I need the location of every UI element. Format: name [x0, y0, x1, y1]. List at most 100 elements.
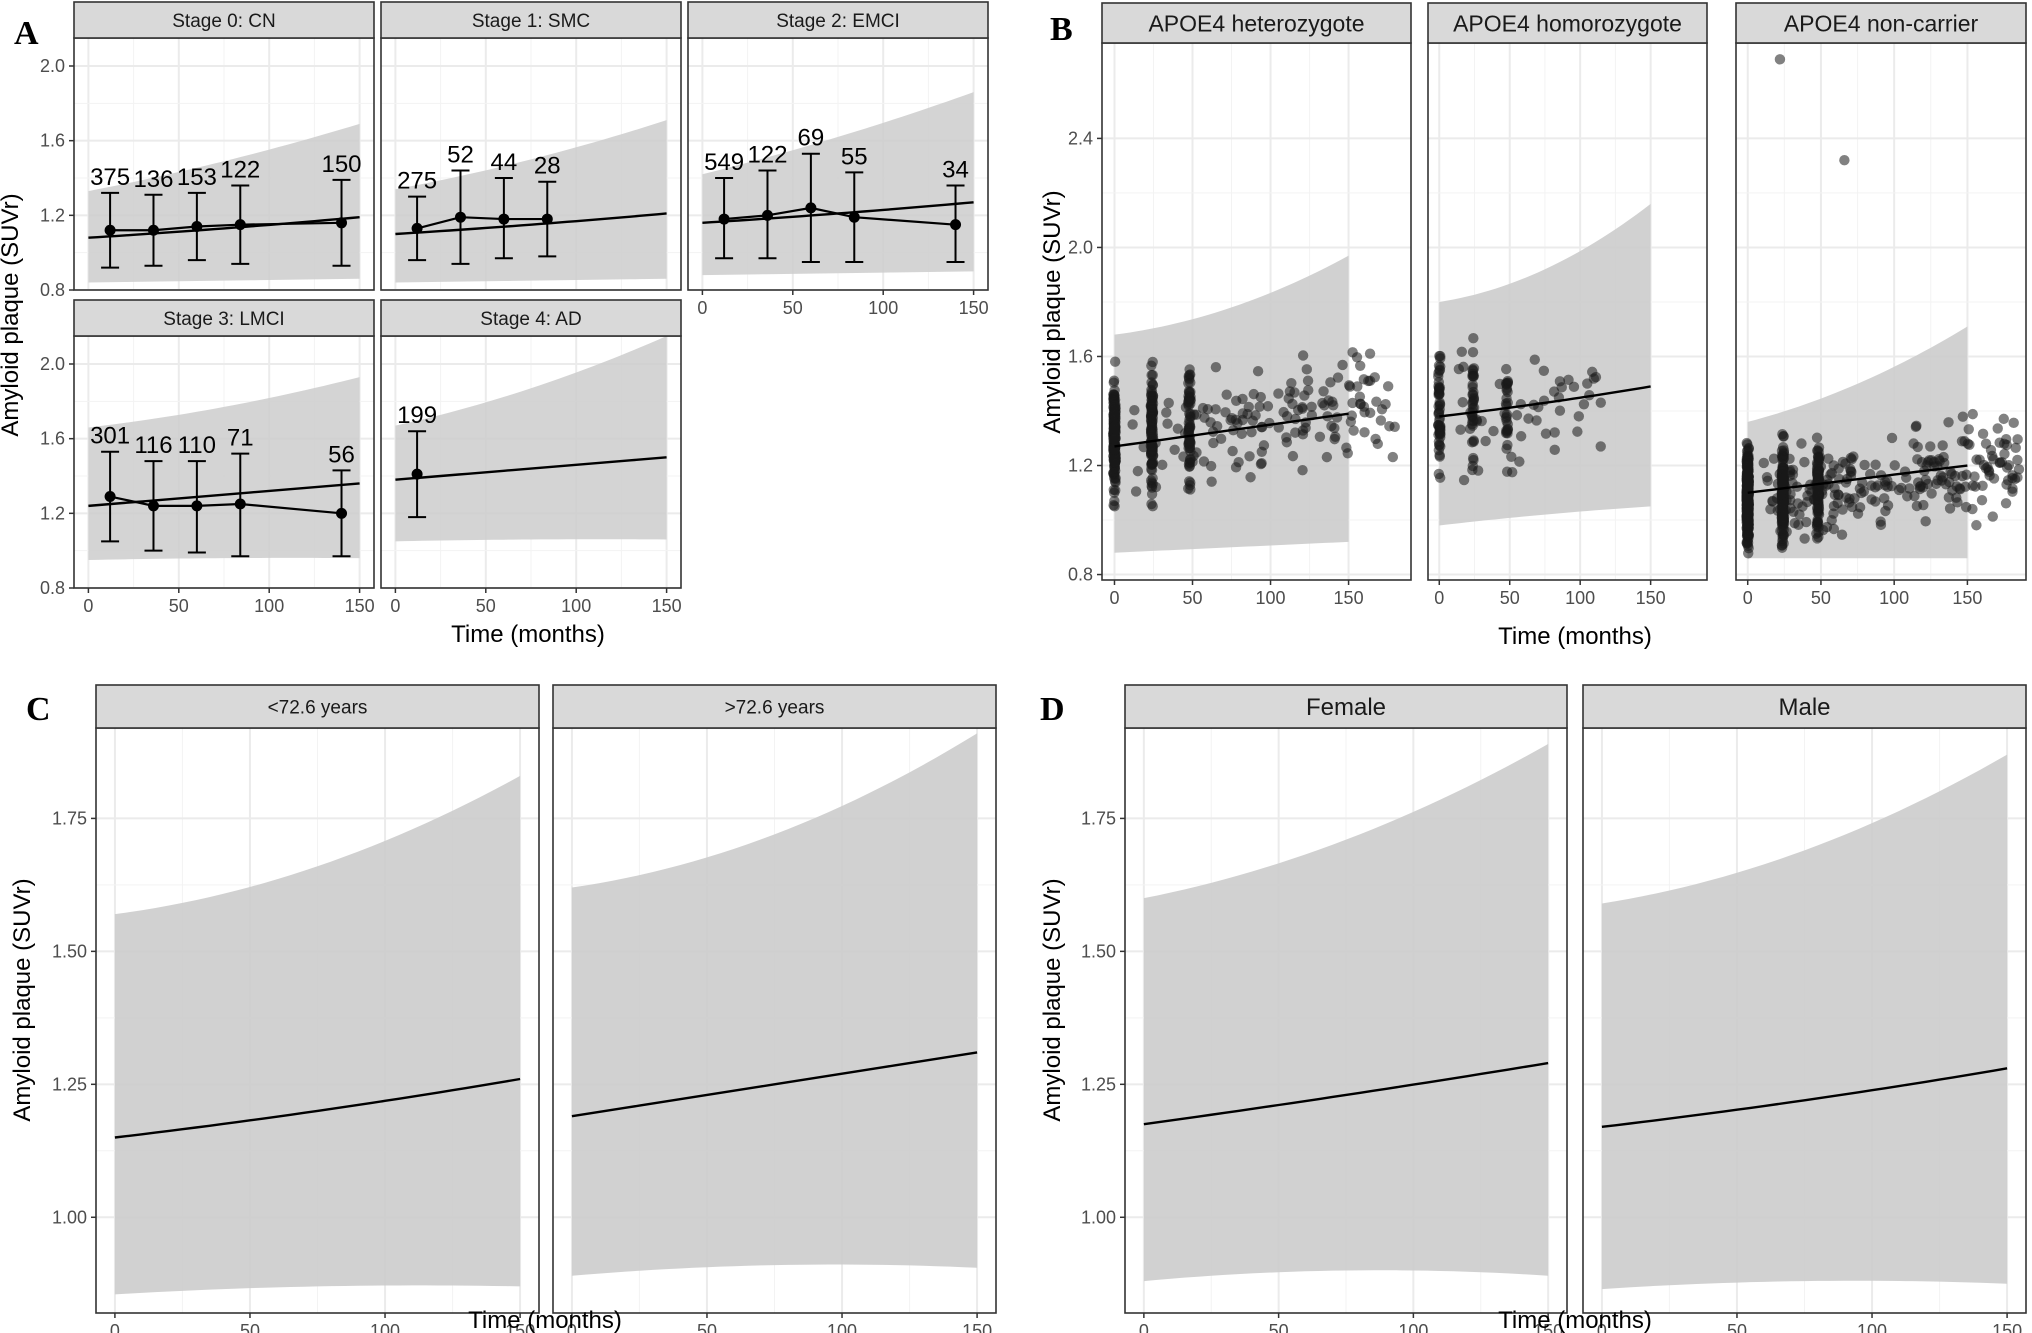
data-point — [1595, 441, 1606, 452]
facet-strip — [1101, 2, 1412, 44]
y-tick-label: 1.50 — [52, 941, 87, 961]
data-point — [1590, 371, 1602, 383]
data-point — [1184, 392, 1195, 404]
data-point — [1248, 388, 1259, 400]
data-point — [1983, 464, 1994, 476]
facet-a-0: 375 136 153 122 150 Stage 0: CN 0.8 1.2 1.6 2.0 — [40, 1, 375, 300]
count-label: 153 — [177, 164, 217, 191]
count-label: 375 — [90, 164, 130, 191]
data-point — [2000, 433, 2012, 445]
x-tick-label: 100 — [370, 1321, 400, 1333]
data-point — [1957, 470, 1968, 482]
data-point — [1799, 456, 1810, 468]
facet-title: Male — [1778, 694, 1830, 721]
data-point — [1210, 361, 1222, 373]
data-point — [1768, 453, 1780, 464]
observed-means: 199 — [397, 402, 437, 519]
facet-strip — [687, 1, 989, 39]
scatter-points — [1108, 347, 1400, 512]
data-point — [1150, 481, 1162, 493]
data-point — [1163, 397, 1174, 409]
data-point — [1129, 405, 1140, 416]
confidence-band — [702, 92, 974, 276]
data-point — [1467, 460, 1478, 472]
y-tick-label: 1.6 — [40, 131, 65, 151]
count-label: 122 — [220, 156, 260, 183]
data-point — [1796, 438, 1807, 449]
data-point — [1875, 516, 1886, 527]
data-point — [2010, 442, 2021, 454]
data-point — [1480, 435, 1491, 447]
mean-point — [104, 224, 116, 236]
count-label: 71 — [227, 425, 254, 452]
confidence-band — [395, 120, 667, 283]
data-point — [1974, 454, 1985, 465]
x-tick-label: 150 — [1636, 588, 1666, 608]
y-tick-label: 2.0 — [40, 56, 65, 76]
data-point — [1741, 460, 1753, 471]
y-tick-label: 1.75 — [52, 808, 87, 828]
data-point — [1110, 485, 1121, 496]
data-point — [1963, 424, 1974, 435]
mean-point — [718, 213, 730, 225]
y-tick-label: 1.75 — [1081, 808, 1116, 828]
data-point — [1845, 463, 1856, 475]
observed-means: 549 122 69 55 34 — [704, 125, 969, 263]
data-point — [1967, 503, 1978, 515]
facet-title: Female — [1306, 694, 1386, 721]
data-point — [1951, 481, 1962, 492]
data-point — [1355, 398, 1366, 410]
data-point — [1147, 407, 1159, 418]
mean-point — [336, 217, 348, 229]
data-point — [1911, 500, 1923, 512]
data-point — [1870, 459, 1881, 470]
x-tick-label: 150 — [652, 596, 682, 616]
data-point — [1500, 427, 1512, 439]
x-tick-label: 100 — [827, 1321, 857, 1333]
data-point — [1839, 155, 1850, 166]
data-point — [1109, 356, 1121, 367]
data-point — [1778, 448, 1790, 460]
data-point — [1458, 474, 1470, 486]
data-point — [1109, 408, 1120, 420]
y-axis-title: Amyloid plaque (SUVr) — [1039, 190, 1066, 433]
fit-line — [395, 456, 667, 481]
data-point — [1859, 459, 1870, 471]
x-tick-label: 50 — [1182, 588, 1202, 608]
data-point — [1925, 441, 1936, 452]
data-point — [1231, 395, 1242, 407]
x-tick-label: 50 — [1811, 588, 1831, 608]
data-point — [1236, 428, 1247, 440]
data-point — [1568, 381, 1580, 393]
x-tick-label: 150 — [1334, 588, 1364, 608]
data-point — [1742, 518, 1753, 529]
data-point — [1944, 503, 1956, 514]
data-point — [1242, 408, 1253, 420]
data-point — [1346, 410, 1358, 421]
data-point — [1161, 407, 1172, 418]
data-point — [1301, 364, 1312, 375]
data-point — [1109, 433, 1121, 444]
facet-strip — [73, 1, 375, 39]
data-point — [1889, 460, 1900, 471]
facet-a-4: 199 Stage 4: AD 0 50 100 150 — [380, 299, 682, 616]
data-point — [1501, 411, 1512, 423]
data-point — [1183, 483, 1194, 494]
data-point — [1502, 397, 1513, 408]
data-point — [1870, 482, 1881, 493]
data-point — [1741, 508, 1753, 519]
x-tick-label: 0 — [1139, 1321, 1149, 1333]
data-point — [1549, 444, 1560, 456]
data-point — [1302, 375, 1314, 386]
data-point — [1833, 489, 1844, 501]
facet-strip — [73, 299, 375, 337]
x-axis-title: Time (months) — [451, 621, 605, 648]
y-tick-label: 1.00 — [52, 1207, 87, 1227]
data-point — [1852, 508, 1864, 519]
facet-title: APOE4 homorozygote — [1453, 10, 1682, 36]
y-axis-title: Amyloid plaque (SUVr) — [0, 193, 24, 436]
x-tick-label: 50 — [1727, 1321, 1747, 1333]
data-point — [1202, 404, 1213, 415]
data-point — [1971, 520, 1982, 531]
